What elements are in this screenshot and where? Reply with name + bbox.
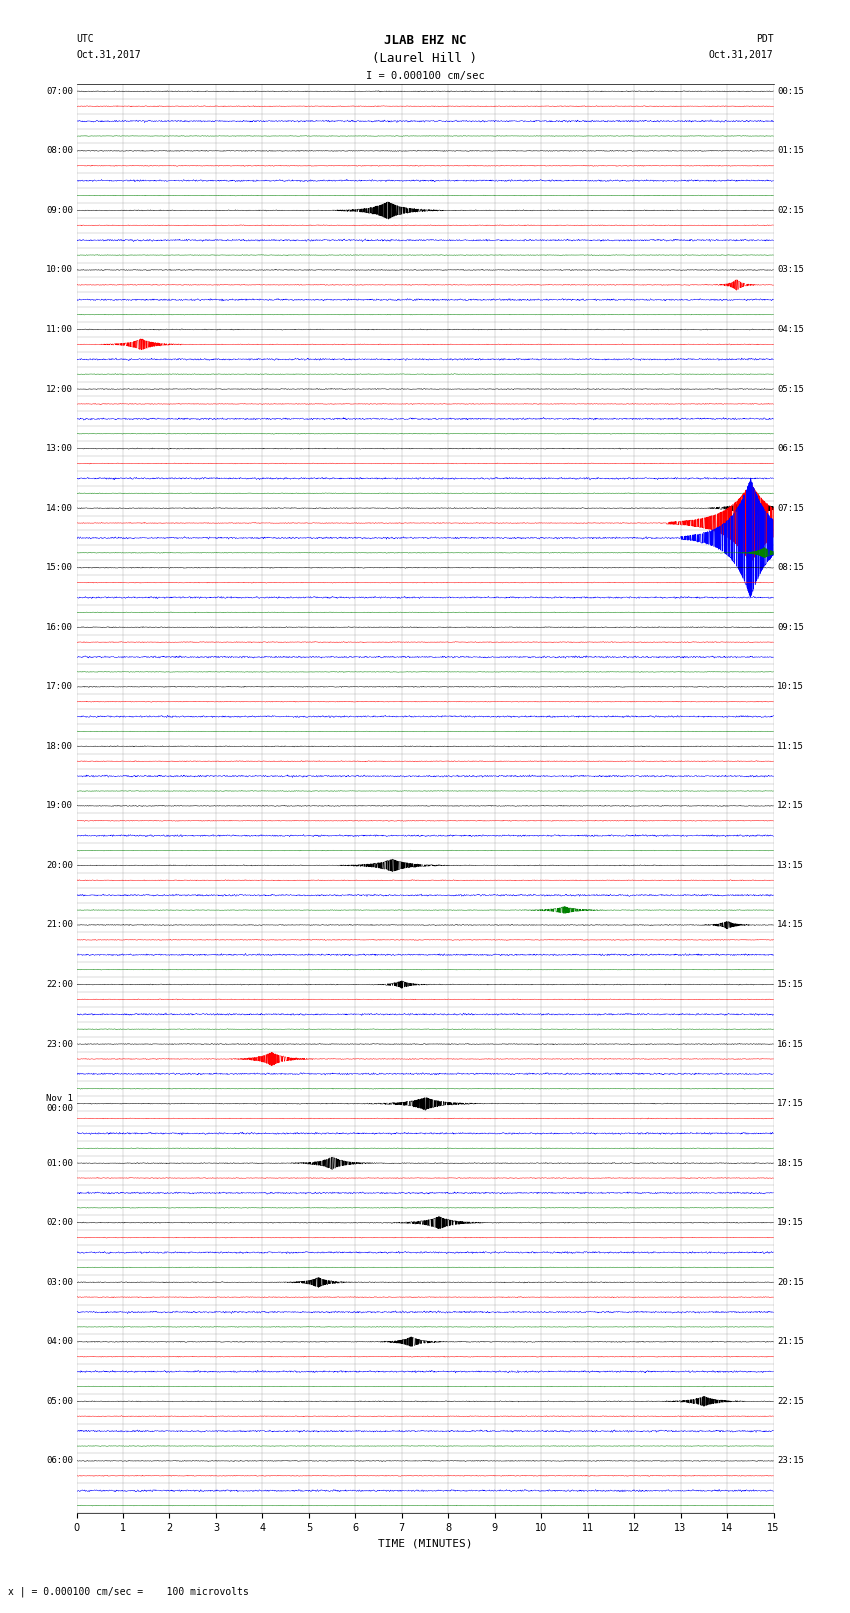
Text: 22:15: 22:15 bbox=[777, 1397, 804, 1407]
Text: Oct.31,2017: Oct.31,2017 bbox=[709, 50, 774, 60]
X-axis label: TIME (MINUTES): TIME (MINUTES) bbox=[377, 1539, 473, 1548]
Text: 19:00: 19:00 bbox=[46, 802, 73, 810]
Text: 09:15: 09:15 bbox=[777, 623, 804, 632]
Text: 10:00: 10:00 bbox=[46, 266, 73, 274]
Text: Oct.31,2017: Oct.31,2017 bbox=[76, 50, 141, 60]
Text: 23:15: 23:15 bbox=[777, 1457, 804, 1465]
Text: 01:15: 01:15 bbox=[777, 147, 804, 155]
Text: 18:00: 18:00 bbox=[46, 742, 73, 750]
Text: 11:00: 11:00 bbox=[46, 324, 73, 334]
Text: 18:15: 18:15 bbox=[777, 1158, 804, 1168]
Text: 22:00: 22:00 bbox=[46, 981, 73, 989]
Text: 04:00: 04:00 bbox=[46, 1337, 73, 1347]
Text: 14:15: 14:15 bbox=[777, 921, 804, 929]
Text: 12:00: 12:00 bbox=[46, 384, 73, 394]
Text: x | = 0.000100 cm/sec =    100 microvolts: x | = 0.000100 cm/sec = 100 microvolts bbox=[8, 1586, 249, 1597]
Text: 08:00: 08:00 bbox=[46, 147, 73, 155]
Text: 16:15: 16:15 bbox=[777, 1039, 804, 1048]
Text: 04:15: 04:15 bbox=[777, 324, 804, 334]
Text: 10:15: 10:15 bbox=[777, 682, 804, 692]
Text: UTC: UTC bbox=[76, 34, 94, 44]
Text: 14:00: 14:00 bbox=[46, 503, 73, 513]
Text: 07:15: 07:15 bbox=[777, 503, 804, 513]
Text: 17:00: 17:00 bbox=[46, 682, 73, 692]
Text: 13:00: 13:00 bbox=[46, 444, 73, 453]
Text: 16:00: 16:00 bbox=[46, 623, 73, 632]
Text: 07:00: 07:00 bbox=[46, 87, 73, 95]
Text: 05:00: 05:00 bbox=[46, 1397, 73, 1407]
Text: 12:15: 12:15 bbox=[777, 802, 804, 810]
Text: 20:00: 20:00 bbox=[46, 861, 73, 869]
Text: 05:15: 05:15 bbox=[777, 384, 804, 394]
Text: (Laurel Hill ): (Laurel Hill ) bbox=[372, 52, 478, 65]
Text: Nov 1
00:00: Nov 1 00:00 bbox=[46, 1094, 73, 1113]
Text: 15:00: 15:00 bbox=[46, 563, 73, 573]
Text: 11:15: 11:15 bbox=[777, 742, 804, 750]
Text: 00:15: 00:15 bbox=[777, 87, 804, 95]
Text: 15:15: 15:15 bbox=[777, 981, 804, 989]
Text: 23:00: 23:00 bbox=[46, 1039, 73, 1048]
Text: 08:15: 08:15 bbox=[777, 563, 804, 573]
Text: JLAB EHZ NC: JLAB EHZ NC bbox=[383, 34, 467, 47]
Text: 01:00: 01:00 bbox=[46, 1158, 73, 1168]
Text: 13:15: 13:15 bbox=[777, 861, 804, 869]
Text: 03:00: 03:00 bbox=[46, 1277, 73, 1287]
Text: 17:15: 17:15 bbox=[777, 1098, 804, 1108]
Text: 19:15: 19:15 bbox=[777, 1218, 804, 1227]
Text: 02:15: 02:15 bbox=[777, 206, 804, 215]
Text: 02:00: 02:00 bbox=[46, 1218, 73, 1227]
Text: 06:00: 06:00 bbox=[46, 1457, 73, 1465]
Text: 03:15: 03:15 bbox=[777, 266, 804, 274]
Text: 09:00: 09:00 bbox=[46, 206, 73, 215]
Text: 06:15: 06:15 bbox=[777, 444, 804, 453]
Text: 20:15: 20:15 bbox=[777, 1277, 804, 1287]
Text: I = 0.000100 cm/sec: I = 0.000100 cm/sec bbox=[366, 71, 484, 81]
Text: PDT: PDT bbox=[756, 34, 774, 44]
Text: 21:00: 21:00 bbox=[46, 921, 73, 929]
Text: 21:15: 21:15 bbox=[777, 1337, 804, 1347]
